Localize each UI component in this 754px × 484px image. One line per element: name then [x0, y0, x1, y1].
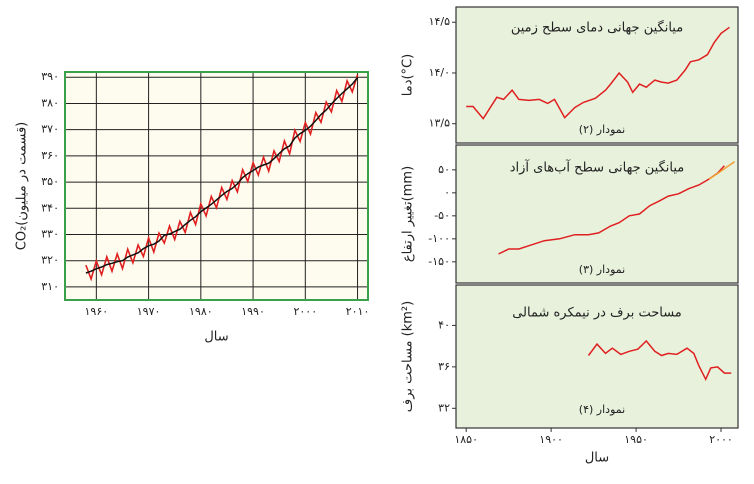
y-axis-label: مساحت برف (km²)	[401, 301, 416, 412]
plot-frame	[64, 71, 369, 301]
y-tick-label: ۳۳۰	[41, 227, 59, 240]
y-tick-label: ۳۹۰	[41, 70, 59, 83]
data-line	[498, 165, 725, 255]
panel-label: نمودار (۴)	[579, 403, 625, 416]
x-tick-label: ۲۰۰۰	[709, 433, 733, 446]
y-tick-label: ۳۱۰	[41, 280, 59, 293]
x-tick-label: ۱۹۵۰	[624, 433, 648, 446]
panel-title: مساحت برف در نیمکره شمالی	[512, 306, 682, 321]
plot-frame	[455, 6, 739, 144]
y-tick-label: ۱۴/۰	[429, 66, 450, 79]
x-axis-label: سال	[204, 330, 228, 345]
y-axis-label: دما(°C)	[401, 54, 416, 96]
x-tick-label: ۱۹۶۰	[85, 305, 109, 318]
y-tick-label: -۱۵۰	[428, 255, 450, 268]
y-tick-label: ۳۲۰	[41, 254, 59, 267]
plot-frame	[455, 284, 739, 429]
data-line	[587, 339, 732, 382]
plot-frame	[455, 144, 739, 284]
x-tick-label: ۱۹۹۰	[241, 305, 265, 318]
x-tick-label: ۱۹۸۰	[189, 305, 213, 318]
x-tick-label: ۱۸۵۰	[454, 433, 478, 446]
y-tick-label: ۳۲	[438, 401, 450, 414]
x-tick-label: ۲۰۰۰	[293, 305, 317, 318]
y-tick-label: -۱۰۰	[428, 232, 450, 245]
panel-label: نمودار (۳)	[579, 263, 625, 276]
x-axis-label: سال	[585, 451, 609, 466]
data-line	[85, 74, 359, 282]
x-tick-label: ۱۹۷۰	[137, 305, 161, 318]
y-tick-label: ۵۰	[438, 163, 450, 176]
panel-title: میانگین جهانی سطح آب‌های آزاد	[510, 159, 685, 176]
y-tick-label: ۳۸۰	[41, 96, 59, 109]
y-tick-label: ۳۵۰	[41, 175, 59, 188]
data-line	[466, 26, 730, 120]
panel-title: میانگین جهانی دمای سطح زمین	[511, 20, 683, 36]
x-tick-label: ۲۰۱۰	[346, 305, 370, 318]
y-tick-label: ۴۰	[438, 318, 450, 331]
y-tick-label: ۰	[444, 186, 450, 199]
x-tick-label: ۱۹۰۰	[539, 433, 563, 446]
panel-label: نمودار (۲)	[579, 123, 625, 136]
data-line	[85, 77, 359, 274]
y-tick-label: -۵۰	[434, 209, 450, 222]
plot-area	[456, 285, 738, 428]
y-axis-label: CO₂(قسمت در میلیون)	[15, 122, 30, 250]
y-tick-label: ۳۷۰	[41, 123, 59, 136]
y-tick-label: ۱۳/۵	[429, 117, 451, 130]
data-line	[708, 160, 736, 180]
y-tick-label: ۳۶۰	[41, 149, 59, 162]
y-tick-label: ۳۶	[438, 360, 450, 373]
plot-area	[456, 145, 738, 283]
plot-area	[456, 7, 738, 143]
y-tick-label: ۱۴/۵	[429, 15, 451, 28]
y-axis-label: تغییر ارتفاع(mm)	[401, 166, 416, 262]
y-tick-label: ۳۴۰	[41, 201, 59, 214]
